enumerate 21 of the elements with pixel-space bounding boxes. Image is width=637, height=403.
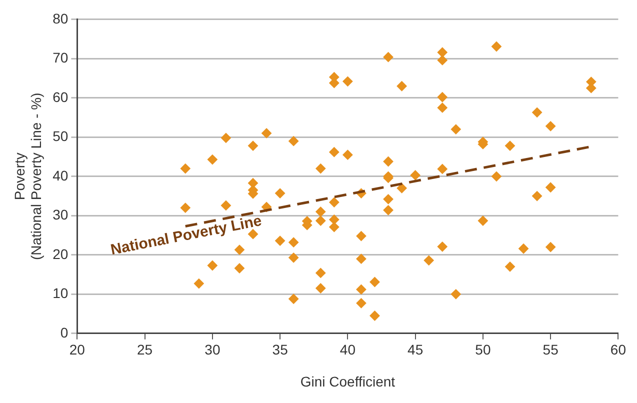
y-tick-label: 40 [52,167,68,184]
x-tick-label: 45 [408,342,424,358]
y-tick-label: 60 [52,88,68,105]
x-tick-label: 35 [272,342,288,358]
y-tick-label: 70 [52,50,68,66]
y-tick-label: 50 [52,128,68,144]
y-tick-label: 0 [60,324,68,340]
y-axis-title: Poverty (National Poverty Line - %) [11,92,44,260]
y-tick-label: 10 [52,285,68,302]
x-tick-label: 55 [542,342,559,358]
y-tick-label: 80 [52,10,68,26]
text: National Poverty Line [109,212,264,259]
x-tick-label: 20 [69,342,86,358]
x-tick-label: 50 [475,342,491,358]
y-tick-label: 30 [52,206,68,223]
x-tick-label: 30 [204,342,220,358]
y-tick-label: 20 [52,246,68,262]
x-tick-label: 25 [137,342,153,358]
x-axis-title: Gini Coefficient [300,373,396,390]
x-tick-label: 40 [340,342,356,358]
x-tick-label: 60 [610,342,626,358]
